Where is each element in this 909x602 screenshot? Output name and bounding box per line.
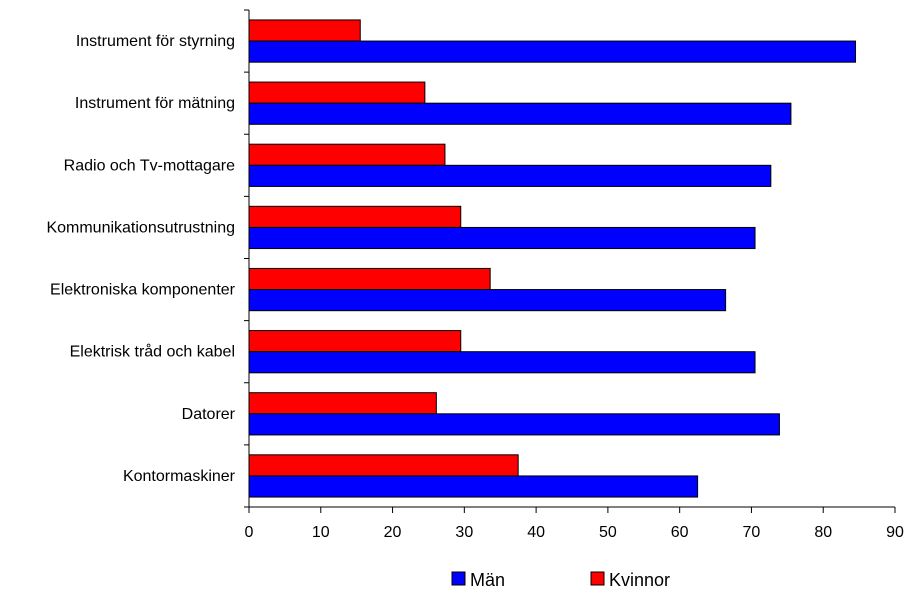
bar-kvinnor-5 <box>248 330 462 353</box>
bar-kvinnor-6 <box>248 392 437 415</box>
bar-kvinnor-7 <box>248 454 519 477</box>
category-label: Instrument för styrning <box>76 33 235 50</box>
category-labels: Instrument för styrning Instrument för mä… <box>46 9 249 508</box>
bars <box>248 19 857 498</box>
category-label: Kontormaskiner <box>123 468 236 485</box>
category-label: Radio och Tv-mottagare <box>64 157 235 174</box>
bar-män-4 <box>248 289 727 312</box>
x-axis-ticks: 0 10 20 30 40 50 60 70 80 90 <box>245 507 904 541</box>
bar-män-7 <box>248 475 699 498</box>
x-tick-label: 40 <box>527 524 545 541</box>
x-tick-label: 80 <box>814 524 832 541</box>
bar-kvinnor-1 <box>248 81 426 104</box>
x-tick-label: 10 <box>312 524 330 541</box>
bar-kvinnor-2 <box>248 143 446 166</box>
legend-swatch-kvinnor <box>590 571 605 586</box>
category-label: Kommunikationsutrustning <box>46 219 235 236</box>
bar-män-1 <box>248 102 792 125</box>
bar-män-3 <box>248 226 756 250</box>
x-tick-label: 90 <box>886 524 904 541</box>
x-tick-label: 60 <box>671 524 689 541</box>
bar-män-6 <box>248 413 780 436</box>
legend-label-män: Män <box>470 570 505 590</box>
legend-swatch-män <box>451 571 466 586</box>
x-tick-label: 50 <box>599 524 617 541</box>
category-label: Instrument för mätning <box>75 95 235 112</box>
legend-label-kvinnor: Kvinnor <box>609 570 670 590</box>
bar-kvinnor-4 <box>248 267 491 291</box>
bar-kvinnor-3 <box>248 205 462 228</box>
x-tick-label: 0 <box>245 524 254 541</box>
bar-kvinnor-0 <box>248 19 361 42</box>
bar-män-0 <box>248 40 857 63</box>
x-tick-label: 20 <box>384 524 402 541</box>
bar-män-5 <box>248 351 756 374</box>
legend: Män Kvinnor <box>451 570 670 590</box>
x-tick-label: 30 <box>455 524 473 541</box>
category-label: Elektrisk tråd och kabel <box>70 343 235 361</box>
bar-män-2 <box>248 164 772 187</box>
category-label: Elektroniska komponenter <box>50 282 236 299</box>
category-label: Datorer <box>182 406 236 423</box>
x-tick-label: 70 <box>743 524 761 541</box>
